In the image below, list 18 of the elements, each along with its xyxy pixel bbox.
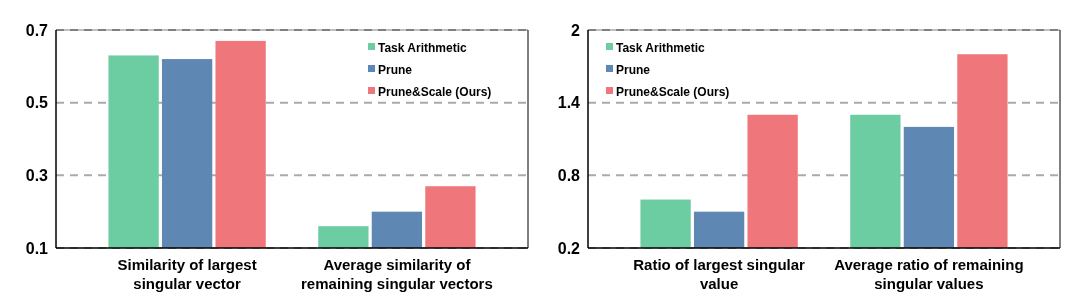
y-tick-label: 0.8 xyxy=(557,166,581,184)
y-tick-label: 0.7 xyxy=(25,21,49,39)
legend-label: Prune xyxy=(378,63,413,78)
y-tick-label: 0.3 xyxy=(25,166,49,184)
legend-label: Task Arithmetic xyxy=(616,41,706,56)
legend-label: Prune xyxy=(616,63,651,78)
y-tick-label: 0.5 xyxy=(25,94,49,112)
x-tick-label: Average ratio of remaining singular values xyxy=(834,256,1024,292)
y-tick-label: 1.4 xyxy=(557,94,581,112)
x-tick-label: Average similarity of remaining singular vectors xyxy=(301,256,493,292)
legend-label: Task Arithmetic xyxy=(378,41,468,56)
y-tick-label: 2 xyxy=(571,21,581,39)
x-tick-label: Ratio of largest singular value xyxy=(633,256,806,292)
legend-label: Prune&Scale (Ours) xyxy=(616,85,730,100)
y-tick-label: 0.2 xyxy=(557,239,581,257)
y-tick-label: 0.1 xyxy=(25,239,49,257)
x-tick-label: Similarity of largest singular vector xyxy=(117,256,257,292)
legend-label: Prune&Scale (Ours) xyxy=(378,85,492,100)
